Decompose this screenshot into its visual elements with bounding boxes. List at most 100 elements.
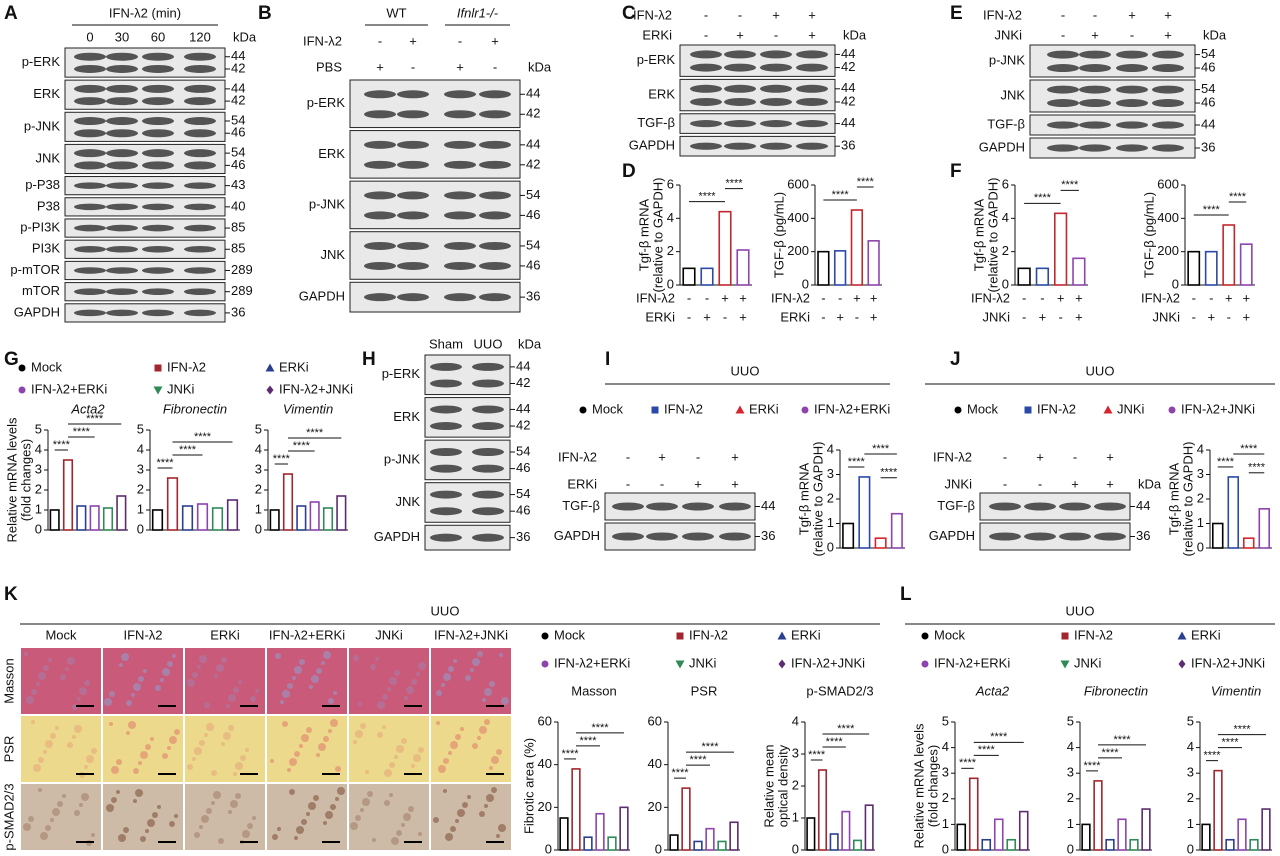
y-tick-label: 0 <box>1172 276 1179 291</box>
legend-marker <box>541 632 549 640</box>
y-axis-label: Tgf-β mRNA <box>1166 462 1181 535</box>
micrograph-texture <box>457 809 465 817</box>
blot-band <box>142 182 174 189</box>
panel-title: UUO <box>1086 363 1115 378</box>
y-tick-label: 0 <box>802 276 809 291</box>
y-tick-label: 3 <box>942 765 949 780</box>
micrograph-texture <box>67 657 75 665</box>
blot-band <box>1116 50 1148 59</box>
y-tick-label: 4 <box>255 441 262 456</box>
legend-marker <box>1168 406 1176 414</box>
condition-sign: + <box>1091 27 1099 42</box>
micrograph-texture <box>394 670 400 676</box>
bar <box>1035 267 1050 286</box>
y-tick-label: 3 <box>1067 765 1074 780</box>
blot-band <box>444 160 476 169</box>
blot-band <box>1152 85 1184 94</box>
blot-band <box>74 97 106 106</box>
bar <box>681 787 691 851</box>
bar <box>1261 808 1271 851</box>
image-column-label: ERKi <box>210 627 240 642</box>
marker-label: 44 <box>841 115 855 130</box>
marker-label: 46 <box>516 460 530 475</box>
blot-row-label: TGF-β <box>637 115 675 130</box>
blot-band <box>74 182 106 189</box>
y-tick-label: 1 <box>792 809 799 824</box>
legend-label: Mock <box>592 401 624 416</box>
legend-marker <box>676 632 684 640</box>
blot-band <box>142 117 174 126</box>
condition-name: JNKi <box>983 309 1011 324</box>
blot-band <box>397 110 429 119</box>
blot-band <box>142 224 174 232</box>
blot-band <box>142 64 174 73</box>
bar <box>181 505 194 531</box>
blot-band <box>1152 64 1184 73</box>
bar <box>842 522 855 549</box>
marker-label: 44 <box>231 80 245 95</box>
micrograph-texture <box>489 766 493 770</box>
y-tick-label: 1 <box>255 501 262 516</box>
micrograph-texture <box>123 827 129 833</box>
micrograph-texture <box>330 719 338 727</box>
y-tick-label: 4 <box>827 441 834 456</box>
bar <box>890 512 903 549</box>
y-tick-label: 40 <box>538 756 552 771</box>
blot-band <box>472 448 504 457</box>
significance-label: **** <box>880 467 898 479</box>
micrograph-texture <box>316 753 320 757</box>
micrograph-texture <box>484 804 488 808</box>
condition-name: IFN-λ2 <box>971 290 1010 305</box>
chart-title: Acta2 <box>975 683 1010 698</box>
legend-marker <box>801 406 809 414</box>
micrograph-texture <box>365 770 369 774</box>
marker-label: 54 <box>231 112 245 127</box>
condition-name: ERKi <box>780 309 810 324</box>
micrograph-texture <box>33 764 41 772</box>
blot-band <box>472 379 504 388</box>
blot-band <box>142 309 174 317</box>
micrograph-texture <box>62 794 66 798</box>
y-tick-label: 4 <box>667 210 674 225</box>
blot-row-label: JNK <box>35 150 60 165</box>
legend-label: ERKi <box>791 627 821 642</box>
micrograph-texture <box>472 743 478 749</box>
condition-sign: + <box>870 290 878 305</box>
micrograph-texture <box>462 802 468 808</box>
condition-sign: - <box>1022 290 1026 305</box>
micrograph-texture <box>211 801 215 805</box>
condition-sign: - <box>738 7 742 22</box>
micrograph-texture <box>455 819 459 823</box>
micrograph <box>185 716 265 782</box>
bar <box>852 839 863 851</box>
blot-band <box>142 203 174 211</box>
blot-band <box>74 52 106 61</box>
chart-title: Fibronectin <box>163 401 227 416</box>
micrograph-texture <box>482 698 486 702</box>
bar <box>968 777 979 851</box>
micrograph-texture <box>91 833 95 837</box>
bar <box>1017 267 1031 286</box>
condition-sign: + <box>772 7 780 22</box>
image-column-label: Mock <box>45 627 77 642</box>
legend-marker <box>778 659 786 669</box>
y-tick-label: 4 <box>1067 739 1074 754</box>
legend-marker <box>153 386 163 395</box>
y-tick-label: 0 <box>1067 841 1074 856</box>
micrograph-texture <box>150 737 154 741</box>
blot-row-label: GAPDH <box>14 304 60 319</box>
micrograph-texture <box>43 750 47 754</box>
marker-label: 54 <box>516 486 530 501</box>
micrograph-texture <box>111 797 117 803</box>
chart-title: p-SMAD2/3 <box>806 683 873 698</box>
marker-label: 42 <box>841 93 855 108</box>
y-axis-label: TGF-β (pg/mL) <box>1141 192 1156 278</box>
blot-band <box>719 532 751 541</box>
bar <box>829 833 839 851</box>
image-row-label: PSR <box>1 736 16 763</box>
significance-label: **** <box>1233 724 1251 736</box>
micrograph-texture <box>445 833 453 841</box>
legend-label: IFN-λ2+ERKi <box>934 655 1010 670</box>
y-tick-label: 3 <box>792 745 799 760</box>
condition-sign: + <box>739 290 747 305</box>
